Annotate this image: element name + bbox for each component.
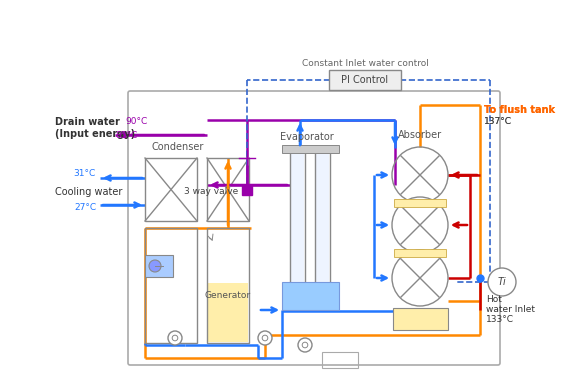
- Text: 137°C: 137°C: [484, 117, 512, 125]
- Bar: [394, 199, 446, 207]
- Text: Generator: Generator: [205, 291, 251, 300]
- Text: 137°C: 137°C: [484, 117, 512, 127]
- Text: Absorber: Absorber: [398, 130, 442, 140]
- Bar: [208, 283, 248, 342]
- Text: water Inlet: water Inlet: [486, 305, 535, 315]
- Text: Ti: Ti: [498, 277, 506, 287]
- Text: 85°C: 85°C: [115, 130, 137, 139]
- Bar: [145, 158, 197, 221]
- Text: Drain water
(Input energy): Drain water (Input energy): [55, 117, 135, 139]
- Bar: [322, 352, 358, 368]
- Text: 3 way valve: 3 way valve: [184, 186, 238, 195]
- Bar: [315, 148, 330, 298]
- Text: Constant Inlet water control: Constant Inlet water control: [302, 59, 429, 68]
- Text: 90°C: 90°C: [125, 117, 147, 127]
- Bar: [145, 255, 173, 277]
- Text: PI Control: PI Control: [342, 75, 389, 85]
- Text: To flush tank: To flush tank: [484, 105, 555, 115]
- Bar: [145, 228, 197, 343]
- Text: Cooling water: Cooling water: [55, 187, 122, 197]
- Bar: [291, 149, 304, 297]
- Bar: [242, 185, 252, 195]
- Bar: [207, 158, 249, 221]
- Bar: [290, 148, 305, 298]
- Text: Evaporator: Evaporator: [280, 132, 334, 142]
- Bar: [316, 149, 329, 297]
- FancyBboxPatch shape: [329, 70, 401, 90]
- Bar: [207, 228, 249, 343]
- Text: To flush tank: To flush tank: [484, 105, 555, 115]
- Text: Condenser: Condenser: [152, 142, 204, 152]
- Bar: [393, 308, 448, 330]
- Bar: [282, 145, 339, 153]
- Bar: [282, 282, 339, 310]
- Circle shape: [149, 260, 161, 272]
- Text: 31°C: 31°C: [74, 169, 96, 178]
- Circle shape: [168, 331, 182, 345]
- Text: Hot: Hot: [486, 296, 502, 305]
- Circle shape: [298, 338, 312, 352]
- Circle shape: [258, 331, 272, 345]
- Text: 133°C: 133°C: [486, 315, 514, 325]
- Circle shape: [488, 268, 516, 296]
- Bar: [394, 249, 446, 257]
- Text: 27°C: 27°C: [74, 203, 96, 212]
